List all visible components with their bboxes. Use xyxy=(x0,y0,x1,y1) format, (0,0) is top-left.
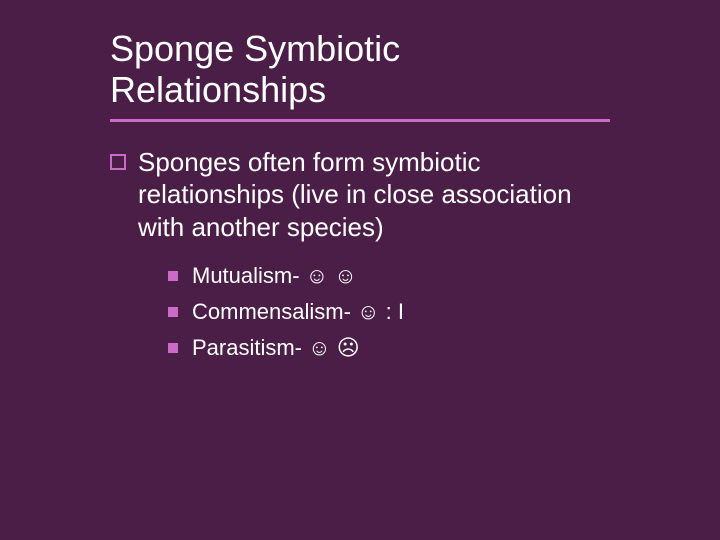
body-level2-item: Parasitism- ☺ ☹ xyxy=(168,333,610,363)
title-underline xyxy=(110,119,610,122)
square-bullet-icon xyxy=(110,154,126,170)
slide-title: Sponge Symbiotic Relationships xyxy=(110,28,610,111)
body-level2-item: Commensalism- ☺ : I xyxy=(168,297,610,327)
solid-bullet-icon xyxy=(168,343,178,353)
solid-bullet-icon xyxy=(168,271,178,281)
body-level2-text: Commensalism- ☺ : I xyxy=(192,297,404,327)
body-level2-text: Parasitism- ☺ ☹ xyxy=(192,333,360,363)
body-level2-item: Mutualism- ☺ ☺ xyxy=(168,261,610,291)
body-level1: Sponges often form symbiotic relationshi… xyxy=(110,146,610,244)
solid-bullet-icon xyxy=(168,307,178,317)
body-level1-text: Sponges often form symbiotic relationshi… xyxy=(138,146,610,244)
body-level2-text: Mutualism- ☺ ☺ xyxy=(192,261,357,291)
slide: Sponge Symbiotic Relationships Sponges o… xyxy=(0,0,720,540)
